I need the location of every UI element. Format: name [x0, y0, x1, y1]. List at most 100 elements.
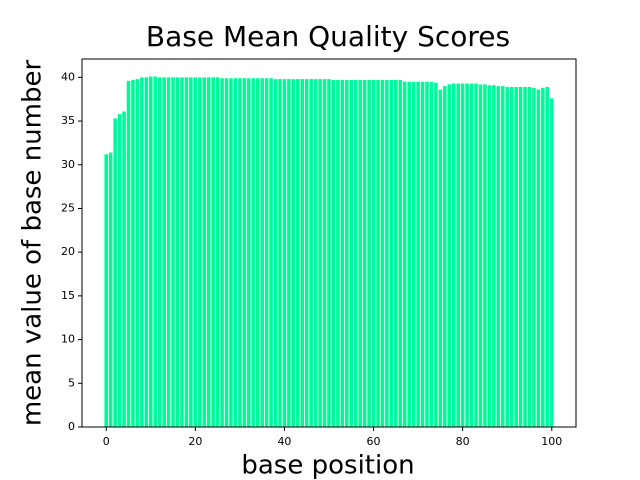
bar	[367, 79, 371, 427]
bar	[318, 79, 322, 427]
bar	[189, 77, 193, 427]
bar	[371, 79, 376, 427]
bar	[505, 86, 509, 427]
x-tick-label: 80	[456, 435, 470, 448]
bar	[233, 78, 238, 427]
bar	[322, 79, 327, 427]
bar	[206, 77, 211, 427]
bar	[349, 79, 354, 427]
bar	[269, 78, 273, 427]
bar	[144, 77, 149, 427]
bar	[398, 79, 403, 427]
bar	[469, 83, 474, 427]
bar	[411, 81, 416, 427]
bar	[313, 79, 318, 427]
y-axis-label: mean value of base number	[18, 60, 48, 427]
bar	[264, 78, 269, 427]
y-tick-label: 0	[68, 420, 75, 433]
bar	[229, 78, 233, 427]
bar	[215, 77, 220, 427]
bar	[331, 79, 336, 427]
bar	[416, 81, 420, 427]
bar	[287, 79, 291, 427]
bar	[451, 83, 456, 427]
bar	[113, 118, 117, 428]
bar	[242, 78, 247, 427]
bar	[527, 86, 532, 427]
bar	[385, 79, 389, 427]
bar	[108, 152, 113, 427]
bar	[407, 81, 411, 427]
x-tick-label: 20	[188, 435, 202, 448]
y-tick-label: 5	[68, 376, 75, 389]
bar	[247, 78, 251, 427]
bar	[180, 77, 184, 427]
x-tick-label: 60	[367, 435, 381, 448]
bar	[198, 77, 202, 427]
bar	[166, 77, 171, 427]
bar	[296, 79, 300, 427]
y-tick-label: 25	[61, 201, 75, 214]
bar	[358, 79, 362, 427]
bar	[402, 81, 407, 427]
bar	[238, 78, 242, 427]
bar	[327, 79, 331, 427]
bar	[104, 154, 109, 428]
x-tick-label: 40	[277, 435, 291, 448]
bar	[394, 79, 398, 427]
bar	[429, 81, 434, 427]
bar	[483, 84, 487, 427]
bar	[545, 86, 550, 427]
bar	[336, 79, 340, 427]
bar	[474, 83, 478, 427]
bar	[443, 86, 447, 428]
y-tick-label: 20	[61, 245, 75, 258]
bar	[157, 77, 162, 427]
bar	[171, 77, 175, 427]
bar	[425, 81, 429, 427]
bar	[438, 89, 443, 428]
bar	[202, 77, 207, 427]
bar	[549, 98, 554, 428]
bar	[255, 78, 260, 427]
bar	[211, 77, 215, 427]
y-tick-label: 15	[61, 289, 75, 302]
x-tick-label: 100	[541, 435, 562, 448]
bar	[514, 86, 518, 427]
bar	[478, 84, 483, 427]
bar	[273, 79, 278, 427]
bar	[456, 83, 460, 427]
bar	[282, 79, 287, 427]
bar	[260, 78, 264, 427]
bar	[496, 86, 501, 428]
bar	[420, 81, 425, 427]
bar	[300, 79, 305, 427]
plot-frame	[81, 58, 577, 428]
bar	[460, 83, 465, 427]
bar	[487, 85, 492, 428]
bar	[304, 79, 309, 427]
bar	[380, 79, 385, 427]
bar	[340, 79, 345, 427]
bar	[536, 89, 541, 428]
bar	[309, 79, 313, 427]
x-axis-label: base position	[241, 451, 414, 480]
bar	[541, 87, 545, 427]
bar	[518, 86, 523, 427]
bar	[220, 78, 224, 427]
bar	[149, 76, 153, 428]
bar	[389, 79, 394, 427]
bar	[345, 79, 349, 427]
bar	[500, 86, 505, 428]
bar	[492, 85, 496, 428]
bar	[353, 79, 358, 427]
bar	[376, 79, 380, 427]
bar	[126, 80, 131, 428]
bar	[184, 77, 189, 427]
bar	[278, 79, 282, 427]
bar	[447, 84, 452, 427]
x-tick-label: 0	[103, 435, 110, 448]
bar	[140, 77, 144, 427]
bar	[153, 76, 158, 428]
bar	[131, 79, 135, 427]
